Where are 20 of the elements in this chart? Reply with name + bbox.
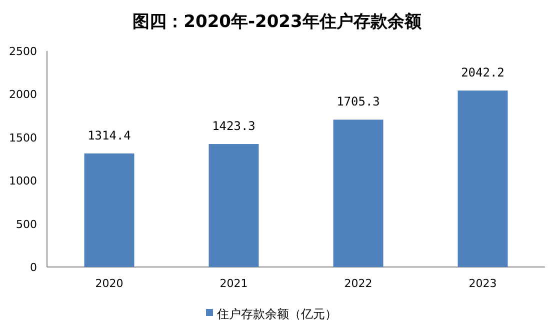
y-tick-label: 1500 bbox=[9, 131, 37, 144]
bar bbox=[208, 144, 259, 267]
legend-label: 住户存款余额（亿元） bbox=[216, 307, 337, 321]
y-tick-label: 2000 bbox=[9, 88, 37, 102]
y-tick-label: 1000 bbox=[9, 174, 37, 188]
x-tick-label: 2022 bbox=[344, 277, 372, 290]
data-label: 2042.2 bbox=[461, 66, 504, 80]
data-label: 1705.3 bbox=[336, 94, 380, 109]
chart-title: 图四：2020年-2023年住户存款余额 bbox=[132, 12, 422, 32]
bar bbox=[84, 153, 134, 267]
y-tick-label: 2500 bbox=[9, 45, 37, 58]
y-tick-label: 500 bbox=[16, 218, 37, 231]
data-label: 1423.3 bbox=[212, 119, 256, 134]
bar bbox=[458, 90, 508, 267]
x-tick-label: 2021 bbox=[220, 277, 248, 290]
y-tick-label: 0 bbox=[30, 261, 37, 274]
bar bbox=[333, 120, 384, 267]
data-label: 1314.4 bbox=[88, 128, 131, 142]
x-tick-label: 2023 bbox=[468, 277, 497, 290]
x-tick-label: 2020 bbox=[95, 277, 124, 290]
